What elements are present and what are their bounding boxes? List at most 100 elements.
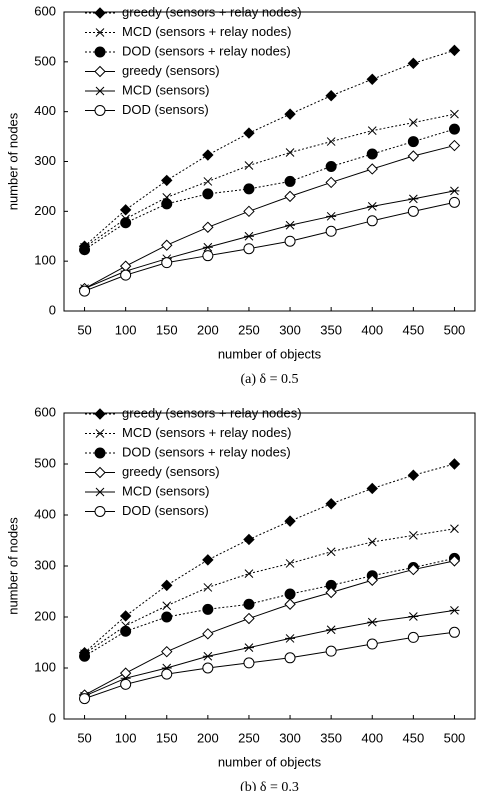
marker: [408, 531, 418, 540]
x-tick-label: 100: [115, 322, 137, 337]
marker: [161, 198, 173, 210]
marker: [119, 667, 132, 679]
legend-symbol: [94, 105, 106, 116]
marker: [367, 617, 378, 627]
marker: [285, 559, 295, 568]
marker: [448, 44, 461, 57]
legend-symbol: [95, 429, 105, 438]
legend-symbol: [94, 65, 106, 78]
x-tick-label: 50: [77, 322, 91, 337]
x-tick-label: 350: [320, 322, 342, 337]
y-tick-label: 400: [34, 506, 56, 521]
marker: [284, 652, 296, 664]
marker: [120, 678, 132, 690]
x-tick-label: 200: [197, 730, 219, 745]
marker: [120, 269, 132, 281]
legend-symbol: [95, 86, 105, 96]
x-tick-label: 250: [238, 730, 260, 745]
marker: [244, 161, 254, 170]
marker: [407, 631, 419, 643]
legend-label: greedy (sensors): [122, 464, 220, 479]
marker: [120, 625, 132, 637]
x-tick-label: 100: [115, 730, 137, 745]
marker: [161, 579, 173, 592]
x-tick-label: 500: [444, 322, 466, 337]
marker: [161, 174, 173, 187]
y-tick-label: 600: [34, 3, 56, 18]
legend-marker: [94, 7, 106, 19]
x-tick-label: 400: [361, 322, 383, 337]
legend-label: DOD (sensors + relay nodes): [122, 43, 291, 58]
series-line: [84, 128, 455, 251]
series-line: [84, 557, 455, 657]
x-tick-label: 500: [444, 730, 466, 745]
marker: [162, 601, 172, 611]
marker: [366, 148, 378, 160]
series-line: [84, 463, 455, 654]
x-tick-label: 250: [238, 322, 260, 337]
legend-label: greedy (sensors + relay nodes): [122, 4, 302, 19]
x-tick-label: 50: [77, 730, 91, 745]
marker: [367, 537, 377, 547]
marker: [243, 127, 255, 139]
marker: [161, 611, 173, 623]
marker: [366, 73, 378, 85]
marker: [243, 643, 254, 652]
legend-symbol: [94, 408, 106, 420]
x-tick-label: 150: [156, 322, 178, 337]
y-tick-label: 200: [34, 608, 56, 623]
marker: [449, 186, 460, 196]
marker: [285, 634, 296, 643]
y-axis-label: number of nodes: [5, 112, 20, 210]
marker: [202, 662, 214, 674]
marker: [285, 220, 296, 230]
legend-marker: [94, 46, 106, 58]
marker: [449, 606, 460, 615]
y-tick-label: 100: [34, 659, 56, 674]
legend-label: DOD (sensors + relay nodes): [122, 444, 291, 459]
legend-label: DOD (sensors): [122, 102, 209, 117]
marker: [408, 118, 418, 127]
y-tick-label: 100: [34, 253, 56, 268]
legend-label: MCD (sensors): [122, 483, 209, 498]
legend-symbol: [95, 487, 105, 497]
legend-label: DOD (sensors): [122, 503, 209, 518]
legend-marker: [95, 28, 105, 37]
marker: [367, 126, 377, 135]
x-tick-label: 400: [361, 730, 383, 745]
series-line: [84, 201, 455, 292]
marker: [326, 137, 336, 146]
x-tick-label: 450: [402, 322, 424, 337]
x-tick-label: 300: [279, 322, 301, 337]
marker: [202, 250, 214, 262]
marker: [284, 235, 296, 247]
marker: [243, 183, 255, 195]
marker: [202, 603, 214, 615]
marker: [284, 515, 296, 527]
x-axis-label: number of objects: [218, 754, 322, 769]
legend-marker: [95, 487, 105, 497]
marker: [407, 57, 420, 70]
marker: [448, 626, 460, 638]
marker: [325, 90, 337, 102]
caption: (b) δ = 0.3: [240, 780, 299, 791]
marker: [202, 242, 213, 252]
y-tick-label: 500: [34, 455, 56, 470]
y-tick-label: 400: [34, 103, 56, 118]
marker: [450, 109, 459, 119]
marker: [366, 638, 378, 650]
marker: [284, 108, 296, 120]
legend-marker: [94, 506, 106, 517]
legend-symbol: [94, 466, 106, 479]
marker: [366, 163, 378, 175]
marker: [284, 598, 296, 610]
legend-marker: [94, 65, 106, 78]
marker: [448, 196, 460, 208]
x-tick-label: 150: [156, 730, 178, 745]
marker: [326, 547, 336, 557]
x-tick-label: 450: [402, 730, 424, 745]
series-line: [84, 631, 455, 700]
legend-symbol: [94, 7, 106, 19]
marker: [448, 139, 461, 152]
legend-label: MCD (sensors): [122, 82, 209, 97]
